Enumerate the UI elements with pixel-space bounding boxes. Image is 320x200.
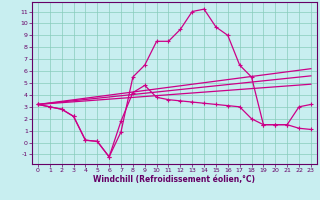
X-axis label: Windchill (Refroidissement éolien,°C): Windchill (Refroidissement éolien,°C): [93, 175, 255, 184]
